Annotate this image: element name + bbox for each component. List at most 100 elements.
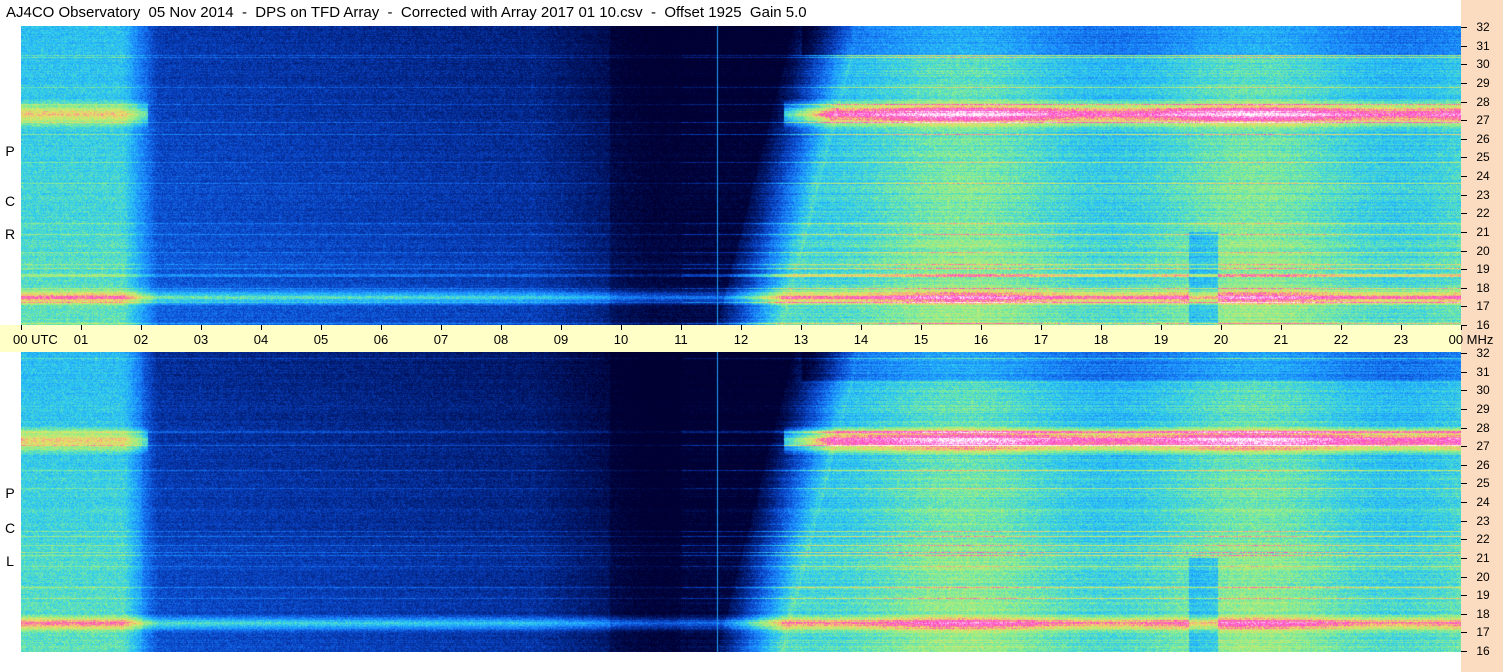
utc-tick-label: 07 (433, 332, 449, 347)
mhz-tick-mark (1461, 576, 1467, 578)
mhz-tick-label: 24 (1476, 495, 1490, 509)
mhz-tick-mark (1461, 250, 1467, 252)
mhz-tick-label: 27 (1476, 439, 1490, 454)
lcp-letter-l: L (6, 553, 14, 569)
utc-tick-mark (681, 325, 682, 330)
utc-tick-label: 13 (793, 332, 809, 347)
utc-tick-label: 20 (1213, 332, 1229, 347)
mhz-tick-mark (1461, 138, 1467, 140)
mhz-tick-mark (1461, 157, 1467, 159)
mhz-tick-label: 20 (1476, 243, 1490, 258)
utc-tick-label: 09 (553, 332, 569, 347)
mhz-tick-mark (1461, 120, 1467, 122)
utc-tick-label: 22 (1333, 332, 1349, 347)
mhz-tick-mark (1461, 64, 1467, 66)
mhz-tick-label: 32 (1476, 20, 1490, 34)
utc-tick-label: 05 (313, 332, 329, 347)
mhz-tick-mark (1461, 483, 1467, 485)
mhz-tick-label: 21 (1476, 224, 1490, 239)
rcp-letter-c: C (4, 193, 16, 209)
utc-tick-label: 23 (1393, 332, 1409, 347)
mhz-tick-label: 16 (1476, 644, 1490, 658)
utc-tick-mark (921, 325, 922, 330)
lcp-letter-c: C (4, 520, 16, 536)
utc-tick-label: 02 (133, 332, 149, 347)
mhz-tick-mark (1461, 353, 1467, 354)
bottom-margin (0, 652, 1461, 672)
mhz-tick-label: 28 (1476, 420, 1490, 435)
utc-tick-mark (141, 325, 142, 330)
utc-tick-mark (621, 325, 622, 330)
mhz-tick-mark (1461, 539, 1467, 541)
mhz-tick-label: 26 (1476, 457, 1490, 472)
utc-tick-mark (561, 325, 562, 330)
mhz-tick-mark (1461, 427, 1467, 429)
mhz-tick-label: 26 (1476, 131, 1490, 146)
mhz-tick-mark (1461, 632, 1467, 634)
mhz-tick-mark (1461, 446, 1467, 448)
utc-tick-mark (81, 325, 82, 330)
mhz-tick-mark (1461, 464, 1467, 466)
mhz-tick-label: 22 (1476, 206, 1490, 221)
utc-tick-label: 00 MHz (1448, 332, 1494, 347)
utc-tick-label: 00 UTC (13, 332, 58, 347)
mhz-tick-label: 29 (1476, 401, 1490, 416)
utc-tick-mark (1461, 325, 1462, 330)
mhz-tick-mark (1461, 213, 1467, 215)
utc-tick-mark (981, 325, 982, 330)
mhz-tick-label: 30 (1476, 57, 1490, 72)
utc-tick-label: 18 (1093, 332, 1109, 347)
utc-tick-label: 16 (973, 332, 989, 347)
lcp-letter-p: P (5, 485, 15, 501)
lcp-spectrogram (21, 352, 1461, 652)
utc-tick-mark (1401, 325, 1402, 330)
mhz-tick-label: 17 (1476, 625, 1490, 640)
utc-tick-label: 01 (73, 332, 89, 347)
mhz-tick-label: 19 (1476, 262, 1490, 277)
mhz-tick-label: 24 (1476, 169, 1490, 183)
utc-tick-mark (501, 325, 502, 330)
mhz-tick-mark (1461, 269, 1467, 271)
mhz-tick-mark (1461, 408, 1467, 410)
rcp-letter-r: R (4, 226, 16, 242)
mhz-tick-label: 23 (1476, 513, 1490, 528)
chart-title: AJ4CO Observatory 05 Nov 2014 - DPS on T… (6, 4, 807, 21)
rcp-letter-p: P (5, 143, 15, 159)
utc-time-axis (0, 325, 1461, 352)
utc-tick-label: 04 (253, 332, 269, 347)
utc-tick-mark (801, 325, 802, 330)
utc-tick-mark (381, 325, 382, 330)
mhz-tick-label: 27 (1476, 113, 1490, 128)
utc-tick-label: 08 (493, 332, 509, 347)
mhz-tick-mark (1461, 287, 1467, 289)
mhz-tick-mark (1461, 520, 1467, 522)
mhz-tick-mark (1461, 557, 1467, 559)
mhz-tick-mark (1461, 27, 1467, 28)
utc-tick-label: 10 (613, 332, 629, 347)
mhz-tick-label: 31 (1476, 38, 1490, 53)
mhz-tick-mark (1461, 194, 1467, 196)
utc-tick-label: 17 (1033, 332, 1049, 347)
mhz-tick-label: 21 (1476, 550, 1490, 565)
utc-tick-mark (321, 325, 322, 330)
utc-tick-mark (741, 325, 742, 330)
utc-tick-mark (261, 325, 262, 330)
mhz-tick-mark (1461, 651, 1467, 652)
mhz-tick-label: 29 (1476, 75, 1490, 90)
utc-tick-label: 15 (913, 332, 929, 347)
mhz-tick-mark (1461, 390, 1467, 392)
utc-tick-mark (1341, 325, 1342, 330)
mhz-tick-label: 18 (1476, 606, 1490, 621)
mhz-tick-mark (1461, 231, 1467, 233)
mhz-tick-label: 18 (1476, 280, 1490, 295)
mhz-tick-mark (1461, 82, 1467, 84)
utc-tick-label: 11 (674, 332, 688, 347)
mhz-tick-label: 16 (1476, 318, 1490, 332)
mhz-tick-label: 25 (1476, 150, 1490, 165)
utc-tick-mark (1281, 325, 1282, 330)
mhz-tick-label: 31 (1476, 364, 1490, 379)
mhz-tick-label: 22 (1476, 532, 1490, 547)
mhz-tick-mark (1461, 502, 1467, 503)
mhz-tick-label: 23 (1476, 187, 1490, 202)
utc-tick-mark (1161, 325, 1162, 330)
